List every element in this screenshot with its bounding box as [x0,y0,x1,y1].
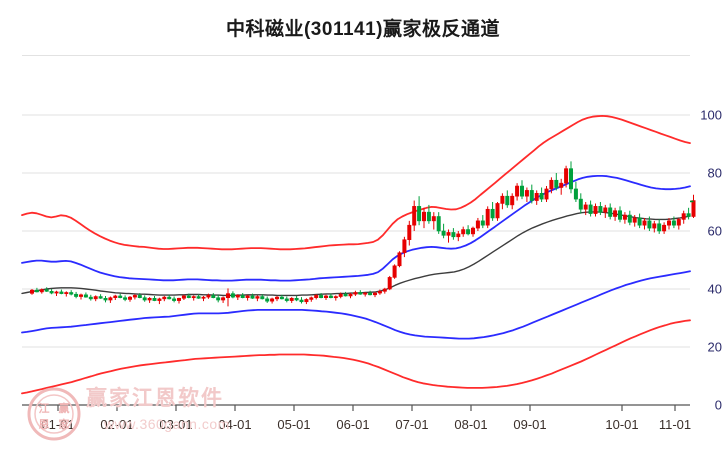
x-axis-tick-label: 05-01 [277,417,311,432]
page-title: 中科磁业(301141)赢家极反通道 [225,19,500,40]
x-axis-tick-label: 02-01 [100,417,134,432]
channel-bands [21,115,691,395]
x-axis [22,404,690,411]
candlestick-series [29,161,696,307]
y-axis-tick-label: 40 [707,281,722,297]
x-axis-tick-label: 10-01 [605,417,639,432]
y-axis-tick-label: 80 [707,165,722,181]
y-axis-tick-label: 0 [714,397,722,413]
x-axis-tick-label: 09-01 [513,417,547,432]
svg-text:赢: 赢 [59,401,70,415]
svg-text:家: 家 [59,417,71,431]
x-axis-tick-label: 06-01 [336,417,370,432]
gridlines [22,114,690,406]
x-axis-tick-label: 07-01 [395,417,429,432]
svg-text:江: 江 [39,401,50,415]
top-divider [22,55,690,56]
svg-text:恩: 恩 [39,418,50,431]
x-axis-tick-label: 11-01 [658,417,692,432]
watermark-brand: 赢家江恩软件 [86,387,224,410]
x-axis-tick-label: 03-01 [159,417,193,432]
x-axis-tick-label: 04-01 [218,417,252,432]
y-axis-tick-label: 60 [707,223,722,239]
y-axis-tick-label: 100 [700,107,722,123]
x-axis-tick-label: 08-01 [454,417,488,432]
watermark-url: www.360gann.com [104,416,230,432]
y-axis-tick-label: 20 [707,339,722,355]
company-seal-icon: 江 赢 恩 家 [27,387,81,441]
